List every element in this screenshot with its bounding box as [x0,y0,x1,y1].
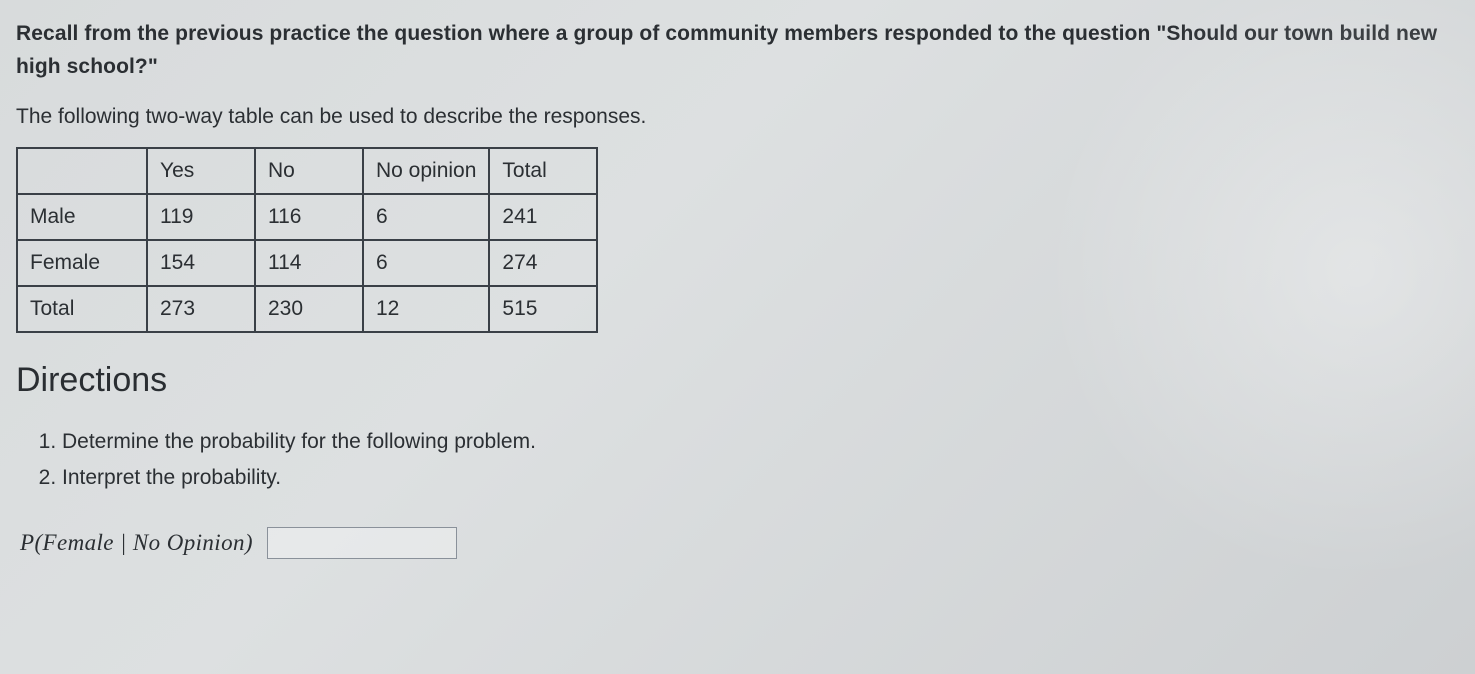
header-blank [17,148,147,194]
directions-heading: Directions [16,361,1459,400]
table-row: Total 273 230 12 515 [17,286,597,332]
cell-female-noop: 6 [363,240,489,286]
row-female-label: Female [17,240,147,286]
cell-female-total: 274 [489,240,597,286]
directions-list: Determine the probability for the follow… [62,424,1459,495]
formula-row: P(Female | No Opinion) [20,527,1459,559]
header-no-opinion: No opinion [363,148,489,194]
cell-total-yes: 273 [147,286,255,332]
cell-grand-total: 515 [489,286,597,332]
cell-male-noop: 6 [363,194,489,240]
cell-female-yes: 154 [147,240,255,286]
table-row: Female 154 114 6 274 [17,240,597,286]
header-no: No [255,148,363,194]
intro-paragraph: Recall from the previous practice the qu… [16,18,1459,83]
directions-item-1: Determine the probability for the follow… [62,424,1459,460]
header-total: Total [489,148,597,194]
header-yes: Yes [147,148,255,194]
probability-formula: P(Female | No Opinion) [20,530,253,556]
cell-total-no: 230 [255,286,363,332]
cell-female-no: 114 [255,240,363,286]
directions-item-2: Interpret the probability. [62,460,1459,496]
table-header-row: Yes No No opinion Total [17,148,597,194]
subintro-paragraph: The following two-way table can be used … [16,105,1459,129]
cell-total-noop: 12 [363,286,489,332]
cell-male-yes: 119 [147,194,255,240]
cell-male-no: 116 [255,194,363,240]
row-total-label: Total [17,286,147,332]
table-row: Male 119 116 6 241 [17,194,597,240]
cell-male-total: 241 [489,194,597,240]
answer-input[interactable] [267,527,457,559]
row-male-label: Male [17,194,147,240]
two-way-table: Yes No No opinion Total Male 119 116 6 2… [16,147,598,333]
